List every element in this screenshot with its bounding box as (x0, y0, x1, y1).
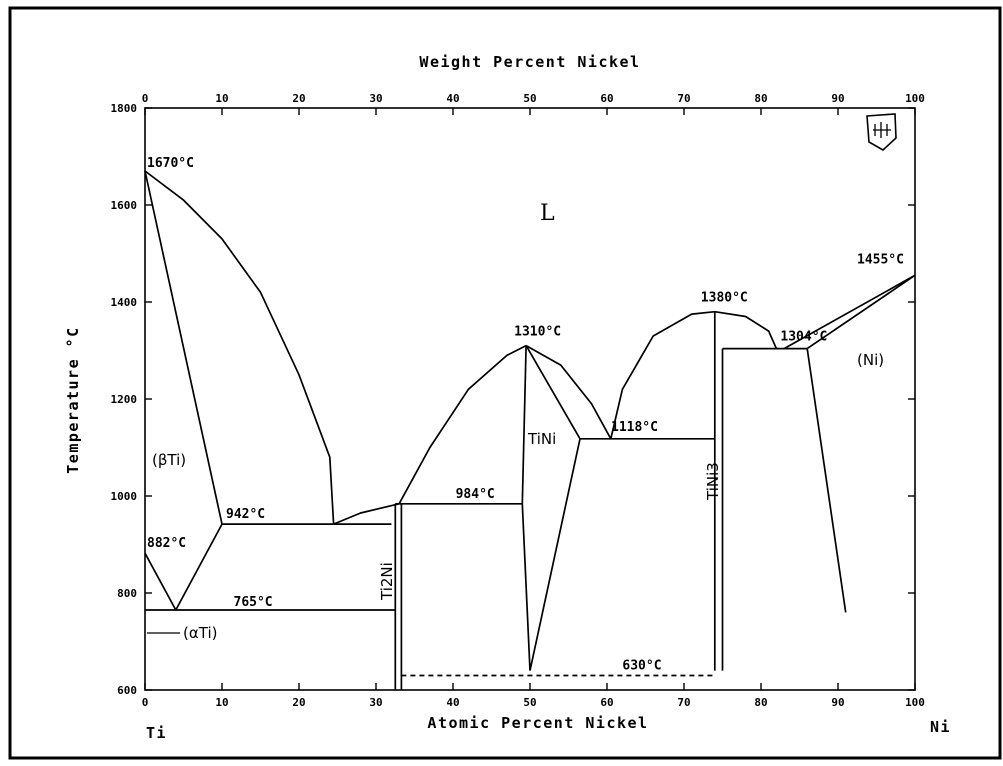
x2-tick-label: 90 (831, 92, 844, 105)
series-ni_liquidus (783, 274, 916, 350)
temperature-annotation: 630°C (622, 658, 661, 673)
series-beta_liquidus (144, 170, 335, 525)
series-layer (144, 170, 916, 690)
x2-tick-label: 30 (369, 92, 382, 105)
phase-label-tini: TiNi (527, 430, 556, 448)
temperature-annotation: 1118°C (611, 420, 658, 435)
phase-label-alpha-ti: (αTi) (183, 624, 217, 642)
x-tick-label: 0 (142, 696, 149, 709)
x2-tick-label: 20 (292, 92, 305, 105)
y-tick-label: 1800 (111, 102, 138, 115)
x2-tick-label: 80 (754, 92, 767, 105)
figure-border (8, 6, 1002, 760)
x2-tick-label: 100 (905, 92, 925, 105)
series-ni_solvus (806, 348, 847, 613)
series-beta_transus_right (175, 523, 223, 611)
series-tini_right_boundary (525, 345, 581, 671)
series-beta_solidus (144, 170, 223, 525)
series-ni_solidus (806, 274, 916, 350)
y-tick-label: 1000 (111, 490, 138, 503)
temperature-annotation: 984°C (456, 487, 495, 502)
temperature-annotation: 765°C (234, 595, 273, 610)
phase-label-tini3: TiNi3 (704, 462, 722, 501)
x2-tick-label: 40 (446, 92, 459, 105)
x-tick-label: 70 (677, 696, 690, 709)
series-tini_left_boundary (521, 345, 531, 671)
series-liquidus_tini_right (525, 344, 612, 440)
temperature-annotation: 942°C (226, 507, 265, 522)
x-tick-label: 40 (446, 696, 459, 709)
y-tick-label: 1400 (111, 296, 138, 309)
x2-tick-label: 0 (142, 92, 149, 105)
y-tick-label: 1200 (111, 393, 138, 406)
tick-layer: 0 10 20 30 40 50 60 70 80 90 1000 10 20 30 40 50 60 70 80 9… (111, 92, 925, 709)
series-liquidus_ti2ni (333, 502, 400, 525)
x-tick-label: 20 (292, 696, 305, 709)
series-beta_transus_left (144, 552, 177, 611)
temperature-annotation: 1455°C (857, 252, 904, 267)
top-axis-title: Weight Percent Nickel (419, 53, 640, 71)
phase-label-liquid: L (540, 201, 555, 226)
phase-label-beta-ti: (βTi) (152, 451, 186, 469)
element-left-label: Ti (146, 724, 167, 742)
temperature-annotation: 882°C (147, 536, 186, 551)
journal-logo-icon (866, 113, 897, 151)
temperature-annotation: 1310°C (514, 325, 561, 340)
x2-tick-label: 70 (677, 92, 690, 105)
bottom-axis-title: Atomic Percent Nickel (427, 714, 648, 732)
x-tick-label: 60 (600, 696, 613, 709)
annotation-layer: 1670°C 882°C 942°C 765°C 984°C 1310°C 1118°C 13… (147, 156, 904, 673)
x2-tick-label: 50 (523, 92, 536, 105)
y-tick-label: 600 (117, 684, 137, 697)
series-liquidus_tini3_right (714, 310, 778, 349)
element-right-label: Ni (930, 718, 951, 736)
series-liquidus_tini3 (609, 310, 715, 439)
x-tick-label: 100 (905, 696, 925, 709)
x-tick-label: 80 (754, 696, 767, 709)
temperature-annotation: 1670°C (147, 156, 194, 171)
y-tick-label: 800 (117, 587, 137, 600)
x2-tick-label: 10 (215, 92, 228, 105)
y-axis-title: Temperature °C (64, 326, 82, 473)
x2-tick-label: 60 (600, 92, 613, 105)
temperature-annotation: 1304°C (780, 330, 827, 345)
phase-label-ti2ni: Ti2Ni (378, 562, 396, 601)
y-tick-label: 1600 (111, 199, 138, 212)
x-tick-label: 30 (369, 696, 382, 709)
phase-label-ni: (Ni) (857, 351, 884, 369)
series-liquidus_tini_left (398, 344, 527, 505)
x-tick-label: 50 (523, 696, 536, 709)
temperature-annotation: 1380°C (701, 291, 748, 306)
x-tick-label: 90 (831, 696, 844, 709)
x-tick-label: 10 (215, 696, 228, 709)
